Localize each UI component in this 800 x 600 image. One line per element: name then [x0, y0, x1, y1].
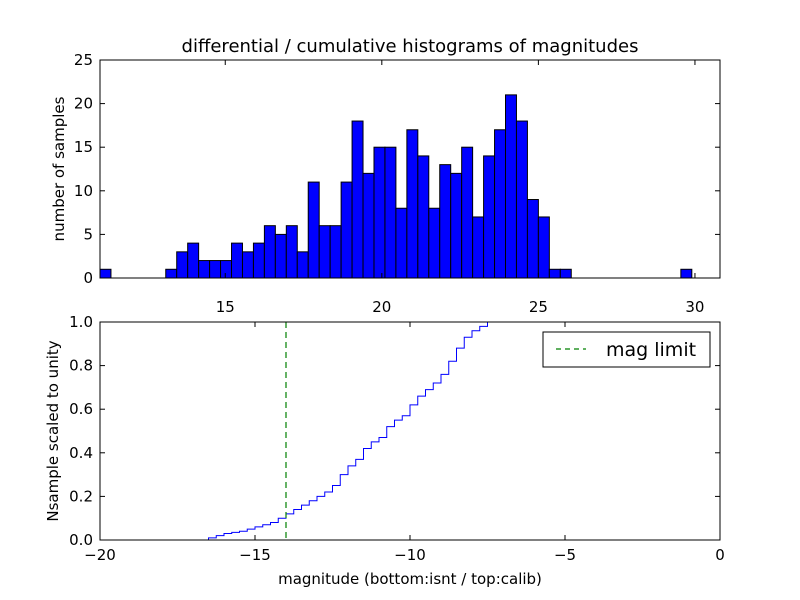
histogram-x-tick-label: 15 [216, 298, 235, 316]
histogram-frame [99, 59, 721, 279]
chart-title: differential / cumulative histograms of … [182, 36, 639, 57]
cumulative-step-line [162, 321, 720, 541]
cumulative-y-tick-label: 0.8 [69, 357, 93, 375]
cumulative-y-tick-label: 0.4 [69, 444, 93, 462]
histogram-bar [680, 268, 693, 279]
cumulative-x-tick-label: 0 [715, 546, 725, 564]
histogram-bar [515, 120, 528, 279]
histogram-x-tick-label: 25 [529, 298, 548, 316]
cumulative-x-ticks: −20 −15 −10 −5 0 [84, 322, 725, 564]
legend-mag-limit-label: mag limit [606, 339, 696, 361]
histogram-bar [209, 260, 222, 279]
histogram-bar [176, 251, 189, 279]
histogram-y-axis-label: number of samples [50, 96, 68, 241]
histogram-bar [318, 225, 331, 279]
histogram-bar [417, 155, 430, 279]
histogram-y-tick-label: 20 [74, 95, 93, 113]
cumulative-x-tick-label: −15 [239, 546, 271, 564]
histogram-bar [362, 172, 375, 279]
histogram-bar [428, 207, 441, 279]
histogram-bar [198, 260, 211, 279]
cumulative-y-tick-label: 0.2 [69, 487, 93, 505]
histogram-bar [99, 268, 112, 279]
cumulative-x-axis-label: magnitude (bottom:isnt / top:calib) [278, 570, 542, 588]
histogram-bar [241, 251, 254, 279]
legend-box [542, 331, 711, 368]
histogram-bars [99, 94, 693, 279]
cumulative-panel: −20 −15 −10 −5 0 0.0 0.2 0.4 0.6 0.8 1.0 magnitud… [44, 313, 725, 588]
histogram-bar [274, 233, 287, 279]
histogram-bar [406, 129, 419, 279]
histogram-bar [340, 181, 353, 279]
histogram-bar [296, 251, 309, 279]
histogram-bar [472, 216, 485, 279]
histogram-y-tick-label: 10 [74, 182, 93, 200]
cumulative-y-tick-label: 0.0 [69, 531, 93, 549]
histogram-bar [461, 146, 474, 279]
histogram-bar [395, 207, 408, 279]
histogram-bar [165, 268, 178, 279]
histogram-y-tick-label: 25 [74, 51, 93, 69]
histogram-x-tick-label: 30 [685, 298, 704, 316]
histogram-bar [329, 225, 342, 279]
histogram-bar [252, 242, 265, 279]
histogram-bar [494, 129, 507, 279]
cumulative-x-tick-label: −10 [394, 546, 426, 564]
cumulative-y-tick-label: 1.0 [69, 313, 93, 331]
histogram-bar [220, 260, 233, 279]
histogram-bar [285, 225, 298, 279]
histogram-bar [373, 146, 386, 279]
cumulative-y-ticks: 0.0 0.2 0.4 0.6 0.8 1.0 [69, 313, 720, 549]
histogram-bar [351, 120, 364, 279]
histogram-x-tick-label: 20 [372, 298, 391, 316]
histogram-bar [450, 172, 463, 279]
histogram-x-ticks: 15 20 25 30 [216, 60, 704, 316]
histogram-bar [307, 181, 320, 279]
cumulative-lines [162, 321, 720, 541]
histogram-bar [548, 268, 561, 279]
histogram-bar [537, 216, 550, 279]
histogram-y-tick-label: 15 [74, 138, 93, 156]
histogram-y-tick-label: 0 [83, 269, 93, 287]
cumulative-y-axis-label: Nsample scaled to unity [44, 340, 62, 521]
histogram-bar [505, 94, 517, 279]
histogram-bar [559, 268, 572, 279]
legend: mag limit [542, 331, 711, 368]
cumulative-x-tick-label: −5 [554, 546, 576, 564]
histogram-y-tick-label: 5 [83, 225, 93, 243]
histogram-bar [483, 155, 496, 279]
histogram-bar [187, 242, 200, 279]
histogram-bar [439, 164, 452, 279]
histogram-y-ticks: 0 5 10 15 20 25 [74, 51, 720, 287]
histogram-bar [526, 199, 539, 279]
histogram-bar [263, 225, 276, 279]
cumulative-y-tick-label: 0.6 [69, 400, 93, 418]
histogram-panel: differential / cumulative histograms of … [50, 36, 721, 316]
histogram-bar [231, 242, 243, 279]
histogram-bar [384, 146, 397, 279]
cumulative-x-tick-label: −20 [84, 546, 116, 564]
